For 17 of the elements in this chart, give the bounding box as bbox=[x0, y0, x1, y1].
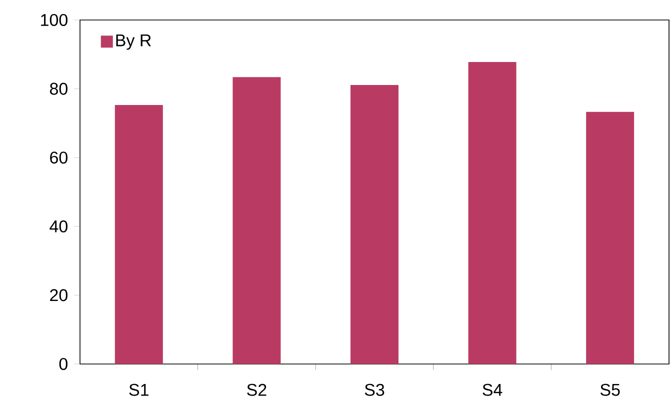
bar bbox=[350, 85, 398, 364]
bar bbox=[468, 62, 516, 364]
y-tick-label: 20 bbox=[50, 289, 68, 302]
y-tick-label: 60 bbox=[50, 152, 68, 164]
x-tick-label: S3 bbox=[364, 384, 384, 396]
x-tick-label: S5 bbox=[600, 384, 620, 396]
bar bbox=[232, 77, 281, 364]
bar bbox=[586, 112, 634, 364]
x-tick-label: S2 bbox=[247, 384, 266, 396]
x-tick-label: S1 bbox=[129, 384, 148, 396]
x-tick-label: S4 bbox=[482, 384, 502, 396]
y-tick-label: 80 bbox=[50, 82, 68, 95]
y-tick-label: 0 bbox=[59, 358, 68, 370]
y-tick-label: 40 bbox=[50, 220, 68, 232]
legend-label: By R bbox=[116, 34, 151, 50]
y-tick-label: 100 bbox=[41, 14, 68, 26]
bar bbox=[114, 104, 163, 364]
